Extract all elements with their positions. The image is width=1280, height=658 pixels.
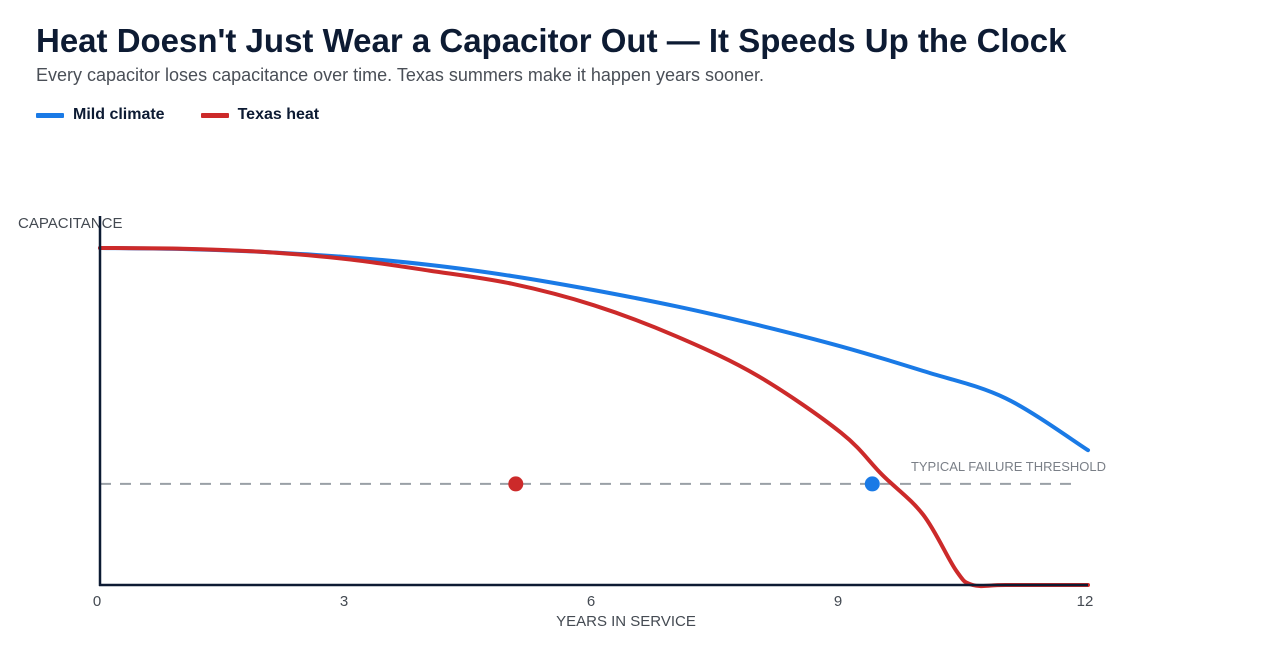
x-tick-label: 6 (587, 593, 595, 610)
x-tick-label: 9 (834, 593, 842, 610)
legend-item-texas: Texas heat (200, 106, 320, 124)
threshold-marker-mild-climate (864, 476, 880, 492)
x-tick-label: 12 (1077, 593, 1094, 610)
series-line-texas-heat (98, 246, 1090, 589)
threshold-marker-texas-heat (508, 476, 524, 492)
legend-swatch-texas (200, 112, 229, 118)
legend-swatch-mild (36, 112, 64, 118)
chart-subtitle: Every capacitor loses capacitance over t… (36, 65, 765, 85)
series-line-mild-climate (98, 246, 1090, 453)
legend-item-mild: Mild climate (36, 106, 165, 124)
legend-label-texas: Texas heat (237, 106, 320, 123)
threshold-label: TYPICAL FAILURE THRESHOLD (911, 459, 1106, 474)
legend: Mild climate Texas heat (36, 106, 355, 124)
x-tick-label: 0 (93, 593, 101, 610)
chart-title: Heat Doesn't Just Wear a Capacitor Out —… (36, 22, 1067, 59)
y-axis-title: CAPACITANCE (18, 215, 122, 232)
legend-label-mild: Mild climate (73, 106, 165, 123)
x-tick-label: 3 (340, 593, 348, 610)
x-axis-title: YEARS IN SERVICE (556, 613, 696, 630)
chart-marks: 0 3 6 9 12 (93, 216, 1094, 610)
